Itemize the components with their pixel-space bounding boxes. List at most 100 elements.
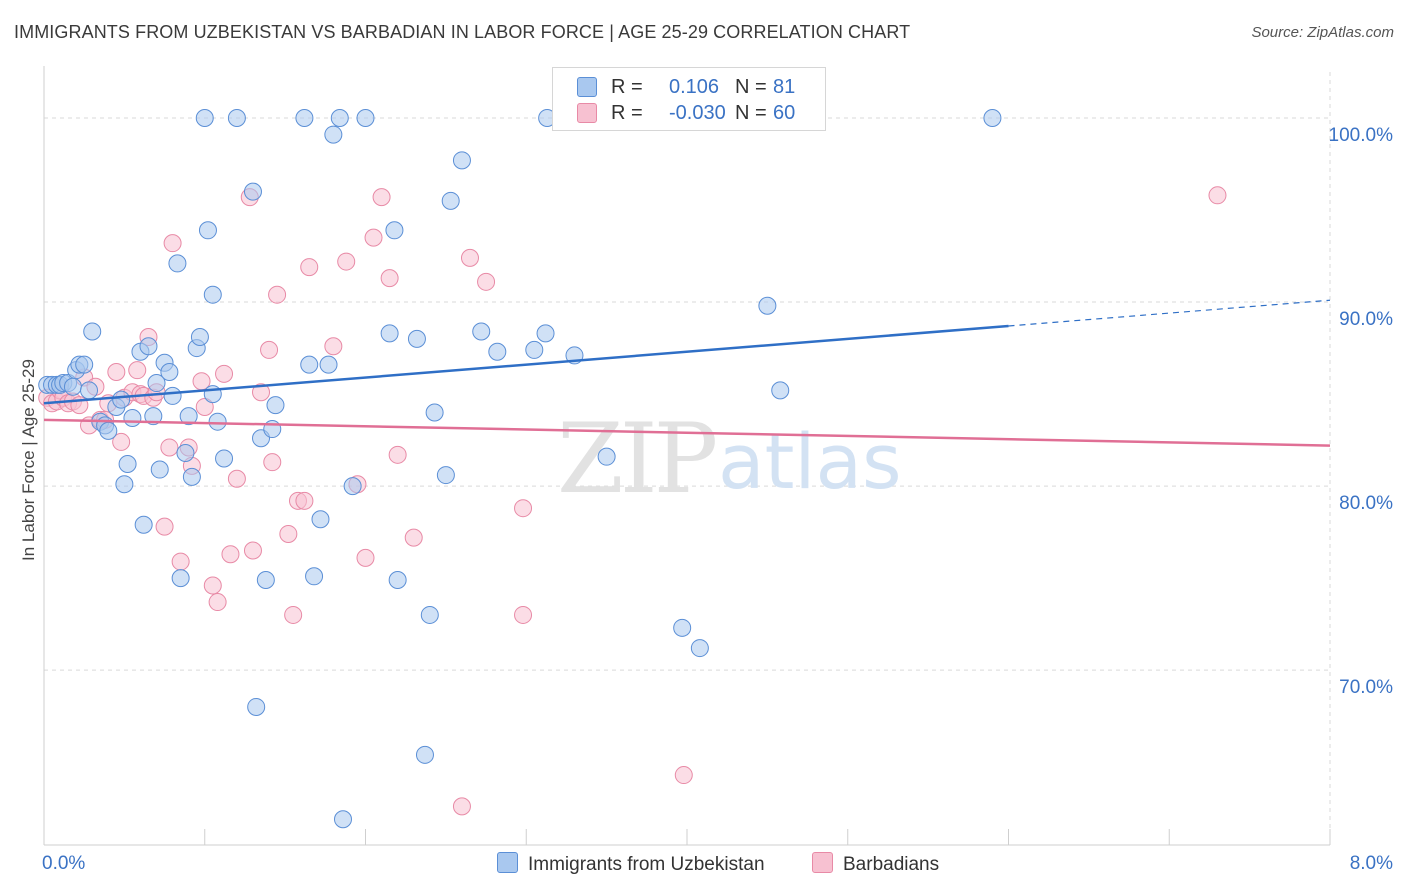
uzbekistan-point [118,455,137,474]
uzbekistan-point [266,396,285,415]
uzbekistan-point [436,466,455,485]
y-tick-label: 90.0% [1339,309,1393,330]
uzbekistan-point [415,745,434,764]
barbadians-point [260,340,279,359]
uzbekistan-point [319,355,338,374]
uzbekistan-point [144,407,163,426]
axes [43,66,1331,846]
chart-title: IMMIGRANTS FROM UZBEKISTAN VS BARBADIAN … [14,22,911,42]
barbadians-point [107,362,126,381]
uzbekistan-point [227,109,246,128]
uzbekistan-point [356,109,375,128]
uzbekistan-point [195,109,214,128]
uzbekistan-point [112,390,131,409]
uzbekistan-point [134,515,153,534]
bottom-legend-label-barbadians: Barbadians [843,854,940,875]
uzbekistan-point [690,639,709,658]
uzbekistan-point [147,374,166,393]
barbadians-point [404,528,423,547]
uzbekistan-point [115,475,134,494]
barbadians-point [364,228,383,247]
uzbekistan-point [171,569,190,588]
x-tick-label: 8.0% [1350,853,1393,874]
uzbekistan-point [208,412,227,431]
legend-swatch-barbadians [577,103,597,123]
barbadians-point [477,272,496,291]
uzbekistan-point [536,324,555,343]
uzbekistan-point [441,191,460,210]
uzbekistan-point [425,403,444,422]
uzbekistan-point [983,109,1002,128]
uzbekistan-point [452,151,471,170]
barbadians-point [452,797,471,816]
source-label: Source: ZipAtlas.com [1251,24,1394,41]
bottom-legend-swatch-uzbekistan [497,852,518,873]
barbadians-point [163,234,182,253]
barbadians-point [160,438,179,457]
uzbekistan-point [99,421,118,440]
barbadians-point [337,252,356,271]
x-tick-labels: 0.0% 8.0% [42,853,1393,874]
barbadians-point [243,541,262,560]
barbadians-point [252,383,271,402]
barbadians-point [380,269,399,288]
uzbekistan-point [123,409,142,428]
barbadians-point [268,285,287,304]
uzbekistan-point [295,109,314,128]
y-tick-label: 70.0% [1339,677,1393,698]
barbadians-point [128,361,147,380]
barbadians-point [372,188,391,207]
y-tick-label: 100.0% [1329,125,1394,146]
y-tick-label: 80.0% [1339,493,1393,514]
barbadians-point [227,469,246,488]
uzbekistan-point [388,570,407,589]
uzbekistan-point [83,322,102,341]
uzbekistan-point [385,221,404,240]
uzbekistan-point [243,182,262,201]
barbadians-point [674,766,693,785]
uzbekistan-point [75,355,94,374]
bottom-legend-uzbekistan: Immigrants from Uzbekistan [497,852,765,876]
uzbekistan-point [179,407,198,426]
uzbekistan-trend-line [43,324,1009,405]
uzbekistan-point [63,377,82,396]
uzbekistan-trend-extension [1008,299,1331,327]
uzbekistan-point [407,329,426,348]
uzbekistan-point [488,342,507,361]
uzbekistan-point [215,449,234,468]
x-tick-label: 0.0% [42,853,85,874]
uzbekistan-point [160,362,179,381]
legend-n-value-uzbekistan: 81 [773,76,796,98]
legend-r-label: R = [611,76,643,98]
uzbekistan-point [324,125,343,144]
uzbekistan-point [190,328,209,347]
uzbekistan-point [771,381,790,400]
uzbekistan-point [597,447,616,466]
legend-n-label: N = [735,76,767,98]
legend-n-label: N = [735,102,767,124]
uzbekistan-point [247,697,266,716]
trend-lines [43,299,1331,447]
uzbekistan-point [525,340,544,359]
barbadians-point [215,364,234,383]
y-tick-labels: 100.0% 90.0% 80.0% 70.0% [1329,125,1394,698]
barbadians-point [460,248,479,267]
barbadians-point [356,548,375,567]
uzbekistan-point [203,285,222,304]
bottom-legend-swatch-barbadians [812,852,833,873]
watermark-zip: ZIP [557,403,716,515]
uzbekistan-point [311,510,330,529]
barbadians-point [195,397,214,416]
uzbekistan-point [80,381,99,400]
barbadians-point [514,499,533,518]
uzbekistan-point [168,254,187,273]
barbadians-point [208,593,227,612]
uzbekistan-point [758,296,777,315]
uzbekistan-point [139,337,158,356]
barbadians-point [300,258,319,277]
watermark: ZIP atlas [557,403,902,515]
uzbekistan-point [420,605,439,624]
barbadians-point [295,491,314,510]
barbadians-point [155,517,174,536]
uzbekistan-point [198,221,217,240]
